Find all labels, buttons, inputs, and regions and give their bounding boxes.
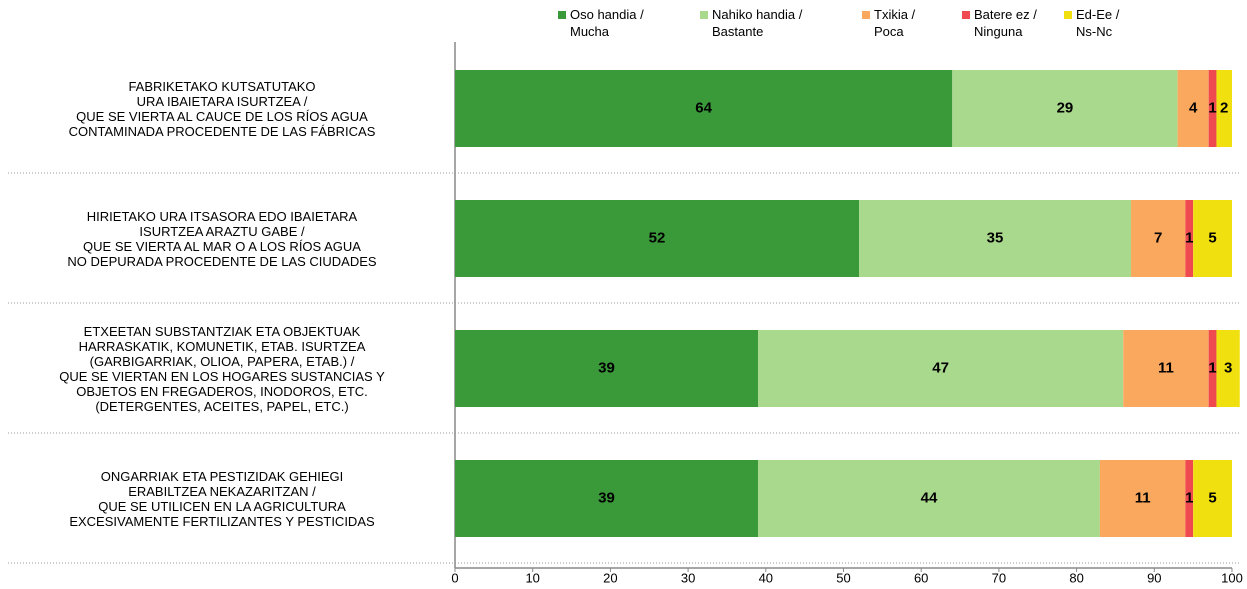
data-label: 5 <box>1208 489 1216 506</box>
bar-segment <box>1185 460 1194 537</box>
data-label: 1 <box>1208 99 1216 116</box>
legend-item: Nahiko handia / Bastante <box>700 6 802 40</box>
x-tick-label: 100 <box>1221 570 1243 585</box>
data-label: 7 <box>1154 229 1162 246</box>
category-label: ETXEETAN SUBSTANTZIAK ETA OBJEKTUAK HARR… <box>59 323 385 414</box>
bar-segment <box>952 70 1178 147</box>
legend-item: Batere ez / Ninguna <box>962 6 1037 40</box>
data-label: 39 <box>598 359 615 376</box>
bar-segment <box>758 460 1100 537</box>
bar-segment <box>455 330 759 407</box>
data-label: 5 <box>1208 229 1216 246</box>
legend-item: Oso handia / Mucha <box>558 6 644 40</box>
data-label: 1 <box>1208 359 1216 376</box>
bar-segment <box>1216 330 1240 407</box>
bar-segment <box>1177 70 1209 147</box>
bar-segment <box>1099 460 1186 537</box>
bar-segment <box>455 460 759 537</box>
data-label: 11 <box>1158 359 1174 376</box>
legend-item: Ed-Ee / Ns-Nc <box>1064 6 1119 40</box>
data-label: 64 <box>695 99 712 116</box>
x-tick-label: 90 <box>1147 570 1161 585</box>
x-tick-label: 70 <box>992 570 1006 585</box>
x-tick-label: 0 <box>451 570 458 585</box>
legend-swatch <box>558 11 566 19</box>
data-label: 1 <box>1185 229 1193 246</box>
bar-segment <box>1208 70 1217 147</box>
bar-segment <box>1185 200 1194 277</box>
bar-segment <box>1193 460 1232 537</box>
data-label: 39 <box>598 489 615 506</box>
data-label: 3 <box>1224 359 1232 376</box>
x-tick-label: 40 <box>759 570 773 585</box>
x-tick-label: 80 <box>1069 570 1083 585</box>
data-label: 52 <box>649 229 666 246</box>
data-label: 29 <box>1057 99 1074 116</box>
bar-segment <box>1130 200 1186 277</box>
x-tick-label: 10 <box>525 570 539 585</box>
bar-segment <box>455 70 953 147</box>
x-tick-label: 20 <box>603 570 617 585</box>
data-label: 1 <box>1185 489 1193 506</box>
data-label: 11 <box>1135 489 1151 506</box>
x-tick-label: 50 <box>836 570 850 585</box>
bar-segment <box>859 200 1131 277</box>
data-label: 2 <box>1220 99 1228 116</box>
legend-item: Txikia / Poca <box>862 6 915 40</box>
x-tick-label: 60 <box>914 570 928 585</box>
legend-swatch <box>700 11 708 19</box>
data-label: 35 <box>987 229 1004 246</box>
data-label: 47 <box>932 359 949 376</box>
legend-swatch <box>1064 11 1072 19</box>
bar-segment <box>1193 200 1232 277</box>
bar-segment <box>1208 330 1217 407</box>
bar-segment <box>1216 70 1232 147</box>
category-label: ONGARRIAK ETA PESTIZIDAK GEHIEGI ERABILT… <box>69 468 375 529</box>
data-label: 44 <box>921 489 938 506</box>
category-label: FABRIKETAKO KUTSATUTAKO URA IBAIETARA IS… <box>68 78 376 139</box>
category-label: HIRIETAKO URA ITSASORA EDO IBAIETARA ISU… <box>67 208 377 269</box>
legend-swatch <box>862 11 870 19</box>
bar-segment <box>758 330 1124 407</box>
data-label: 4 <box>1189 99 1198 116</box>
bar-segment <box>455 200 860 277</box>
x-tick-label: 30 <box>681 570 695 585</box>
bar-segment <box>1123 330 1209 407</box>
legend-swatch <box>962 11 970 19</box>
